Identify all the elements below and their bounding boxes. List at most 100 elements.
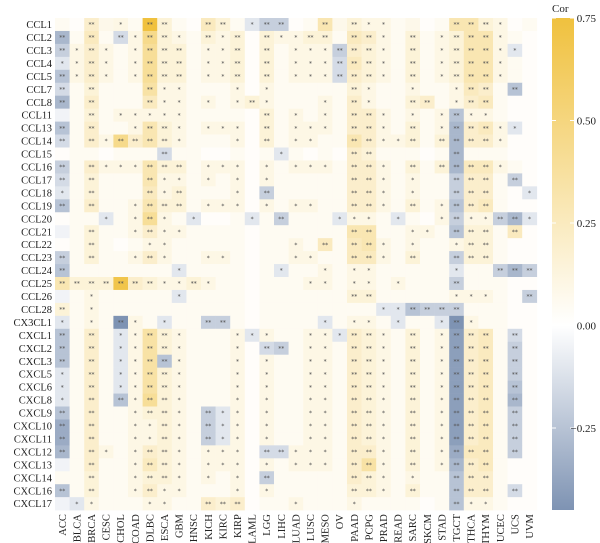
heatmap-cell	[463, 18, 479, 32]
x-tick-label: COAD	[131, 514, 142, 543]
heatmap-cell	[288, 406, 304, 420]
heatmap-cell	[186, 95, 202, 109]
significance-mark: *	[382, 255, 385, 262]
heatmap-cell	[347, 458, 362, 472]
significance-mark: **	[468, 410, 474, 417]
heatmap-cell	[390, 302, 406, 317]
heatmap-cell	[201, 225, 216, 239]
significance-mark: **	[162, 164, 168, 171]
heatmap-cell	[507, 134, 523, 148]
significance-mark: *	[61, 320, 64, 327]
significance-mark: *	[236, 410, 239, 417]
heatmap-cell	[493, 367, 508, 381]
heatmap-cell	[98, 173, 114, 187]
heatmap-cell	[347, 484, 362, 498]
heatmap-cell	[244, 225, 260, 239]
heatmap-cell	[215, 95, 231, 109]
significance-mark: *	[440, 410, 443, 417]
heatmap-cell	[332, 199, 348, 213]
significance-mark: **	[351, 294, 357, 301]
x-tick-label: PRAD	[379, 514, 390, 542]
heatmap-cell	[157, 497, 173, 511]
heatmap-cell	[201, 277, 216, 291]
significance-mark: *	[221, 35, 224, 42]
heatmap-cell	[361, 315, 377, 330]
significance-mark: **	[205, 423, 211, 430]
heatmap-cell	[493, 43, 508, 58]
heatmap-cell	[186, 121, 202, 135]
heatmap-cell	[98, 238, 114, 252]
heatmap-cell	[405, 251, 421, 265]
significance-mark: **	[322, 35, 328, 42]
significance-mark: **	[89, 358, 95, 365]
heatmap-cell	[84, 160, 100, 174]
heatmap-cell	[303, 354, 319, 368]
heatmap-cell	[522, 43, 538, 58]
heatmap-cell	[376, 43, 392, 58]
heatmap-cell	[171, 406, 187, 420]
heatmap-cell	[69, 315, 85, 330]
heatmap-cell	[98, 251, 114, 265]
heatmap-cell	[376, 484, 392, 498]
significance-mark: *	[265, 358, 268, 365]
heatmap-cell	[55, 173, 70, 187]
significance-mark: **	[468, 22, 474, 29]
significance-mark: **	[132, 138, 138, 145]
heatmap-cell	[201, 432, 216, 446]
heatmap-cell	[347, 380, 362, 394]
significance-mark: *	[207, 125, 210, 132]
heatmap-cell	[274, 367, 289, 381]
heatmap-cell	[463, 354, 479, 368]
heatmap-cell	[128, 497, 143, 511]
heatmap-cell	[390, 380, 406, 394]
heatmap-cell	[201, 380, 216, 394]
significance-mark: *	[236, 423, 239, 430]
significance-mark: **	[147, 332, 153, 339]
significance-mark: **	[351, 462, 357, 469]
significance-mark: **	[118, 281, 124, 288]
significance-mark: **	[366, 410, 372, 417]
heatmap-cell	[128, 341, 143, 355]
heatmap-cell	[347, 315, 362, 330]
heatmap-cell	[274, 289, 289, 304]
heatmap-cell	[493, 393, 508, 407]
heatmap-cell	[317, 82, 333, 96]
significance-mark: **	[454, 501, 460, 508]
heatmap-cell	[215, 147, 231, 161]
heatmap-cell	[317, 147, 333, 161]
heatmap-cell	[434, 56, 450, 71]
heatmap-cell	[244, 30, 260, 45]
heatmap-cell	[347, 18, 362, 32]
heatmap-cell	[493, 134, 508, 148]
significance-mark: *	[382, 61, 385, 68]
heatmap-cell	[288, 121, 304, 135]
significance-mark: **	[59, 436, 65, 443]
heatmap-cell	[434, 186, 450, 200]
heatmap-cell	[171, 277, 187, 291]
heatmap-cell	[493, 445, 508, 459]
heatmap-cell	[507, 497, 523, 511]
significance-mark: **	[176, 61, 182, 68]
significance-mark: **	[118, 320, 124, 327]
heatmap-cell	[405, 95, 421, 109]
significance-mark: **	[410, 371, 416, 378]
significance-mark: **	[366, 384, 372, 391]
heatmap-cell	[244, 315, 260, 330]
significance-mark: **	[278, 22, 284, 29]
heatmap-cell	[493, 406, 508, 420]
heatmap-cell	[317, 173, 333, 187]
heatmap-cell	[522, 251, 538, 265]
significance-mark: **	[147, 22, 153, 29]
heatmap-cell	[230, 264, 246, 278]
significance-mark: *	[221, 255, 224, 262]
heatmap-cell	[259, 484, 275, 498]
y-tick-label: CCL24	[21, 266, 53, 277]
significance-mark: *	[324, 358, 327, 365]
heatmap-cell	[69, 82, 85, 96]
heatmap-cell	[493, 95, 508, 109]
significance-mark: **	[454, 423, 460, 430]
significance-mark: *	[163, 501, 166, 508]
heatmap-cell	[347, 302, 362, 317]
significance-mark: **	[483, 436, 489, 443]
significance-mark: **	[366, 397, 372, 404]
